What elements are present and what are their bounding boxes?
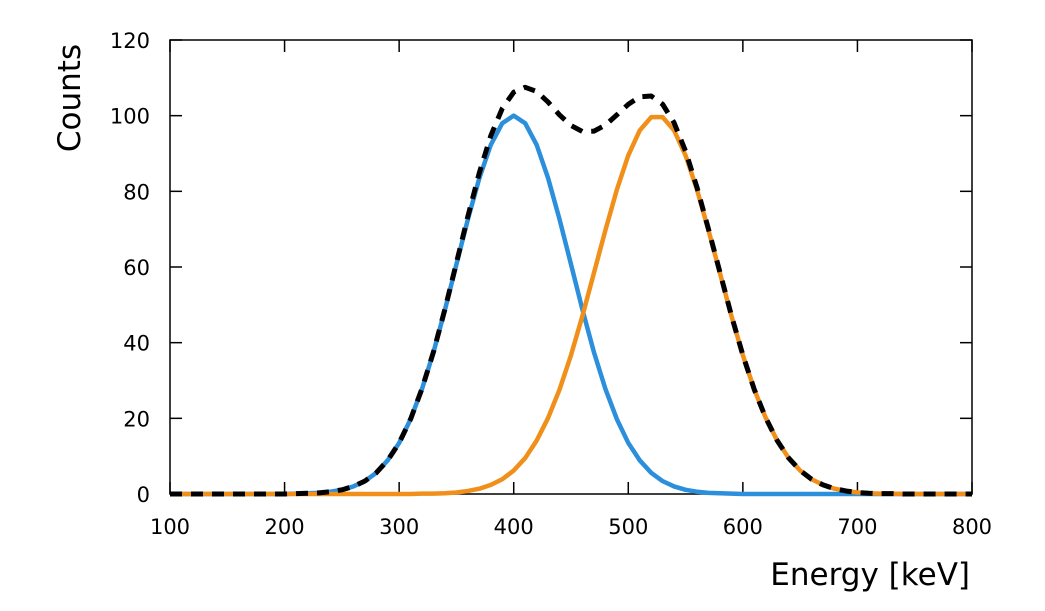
series-line	[170, 114, 972, 497]
x-tick-label: 700	[837, 515, 877, 539]
x-tick-label: 500	[608, 515, 648, 539]
x-tick-label: 600	[723, 515, 763, 539]
y-tick-label: 60	[123, 256, 150, 280]
y-tick-label: 0	[137, 483, 150, 507]
y-tick-label: 100	[110, 105, 150, 129]
x-tick-label: 100	[150, 515, 190, 539]
y-axis-label: Counts	[52, 44, 88, 152]
x-axis-label: Energy [keV]	[770, 557, 970, 593]
x-tick-label: 400	[494, 515, 534, 539]
y-tick-label: 40	[123, 332, 150, 356]
x-tick-label: 300	[379, 515, 419, 539]
y-tick-label: 120	[110, 29, 150, 53]
series-line	[170, 113, 972, 497]
x-tick-label: 800	[952, 515, 992, 539]
series-line	[170, 84, 972, 497]
y-tick-label: 20	[123, 407, 150, 431]
x-tick-label: 200	[265, 515, 305, 539]
y-tick-label: 80	[123, 180, 150, 204]
